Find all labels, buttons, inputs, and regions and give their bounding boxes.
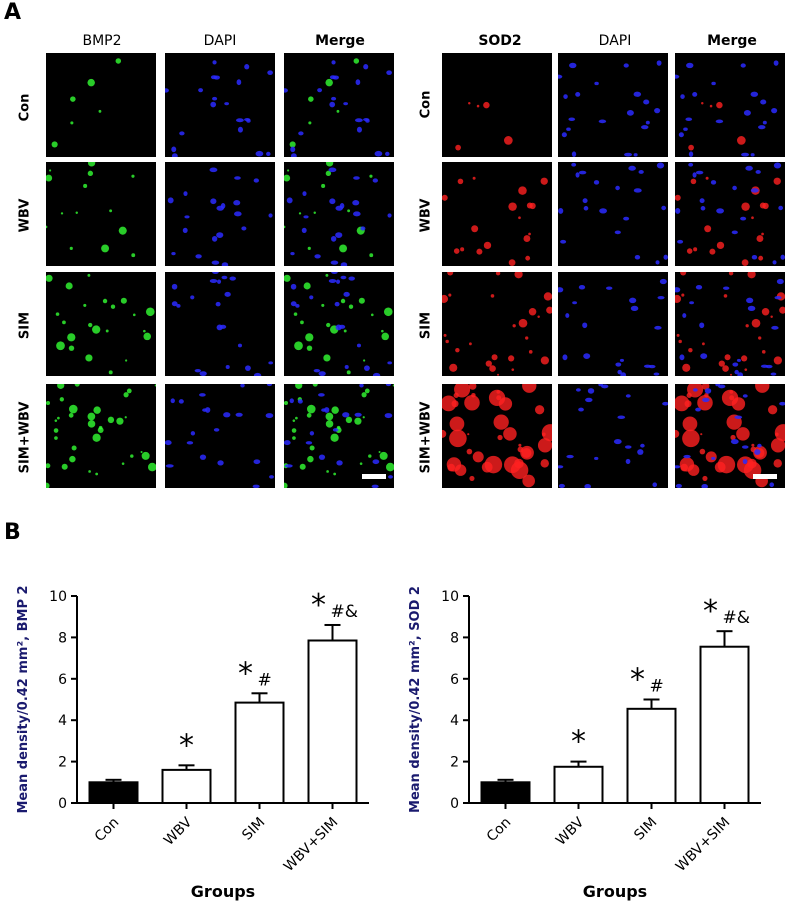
y-tick-label-10: 10 bbox=[49, 589, 67, 605]
bar-WBV bbox=[161, 768, 212, 805]
micrograph-bmp2-1-1 bbox=[165, 162, 275, 266]
y-axis-label: Mean density/0.42 mm², SOD 2 bbox=[408, 586, 423, 813]
row-label-simwbv-right: SIM+WBV bbox=[418, 401, 434, 474]
micrograph-bmp2-3-1 bbox=[165, 384, 275, 488]
micrograph-bmp2-2-0 bbox=[46, 272, 156, 376]
significance-star-WBV: * bbox=[179, 728, 194, 763]
scale-bar bbox=[362, 474, 386, 479]
y-axis-label: Mean density/0.42 mm², BMP 2 bbox=[16, 585, 31, 813]
micrograph-bmp2-0-1 bbox=[165, 53, 275, 157]
bar-SIM bbox=[234, 701, 285, 804]
micrograph-bmp2-1-0 bbox=[46, 162, 156, 266]
micrograph-bmp2-3-2 bbox=[284, 384, 394, 488]
micrograph-sod2-0-0 bbox=[442, 53, 552, 157]
significance-star-SIM: * bbox=[238, 656, 253, 691]
row-label-simwbv-left: SIM+WBV bbox=[17, 401, 33, 474]
micrograph-sod2-3-2 bbox=[675, 384, 785, 488]
micrograph-sod2-2-2 bbox=[675, 272, 785, 376]
panel-letter-b: B bbox=[4, 520, 21, 545]
micrograph-sod2-1-2 bbox=[675, 162, 785, 266]
x-tick-label-WBV: WBV bbox=[161, 814, 196, 849]
bar-SIM bbox=[626, 707, 677, 804]
micrograph-bmp2-2-1 bbox=[165, 272, 275, 376]
significance-star-WBV+SIM: * bbox=[703, 594, 718, 629]
micrograph-bmp2-1-2 bbox=[284, 162, 394, 266]
micrograph-sod2-1-0 bbox=[442, 162, 552, 266]
significance-marks-SIM: # bbox=[650, 677, 664, 697]
micrograph-sod2-3-0 bbox=[442, 384, 552, 488]
row-label-wbv-left: WBV bbox=[17, 198, 33, 233]
col-head-dapi-left: DAPI bbox=[203, 33, 237, 49]
x-tick-label-Con: Con bbox=[92, 815, 123, 846]
micrograph-bmp2-3-0 bbox=[46, 384, 156, 488]
col-head-sod2: SOD2 bbox=[478, 33, 522, 49]
x-tick-label-SIM: SIM bbox=[239, 815, 268, 844]
bar-chart-sod2: Mean density/0.42 mm², SOD 2 0 2 4 6 8 10 Con WB… bbox=[408, 586, 761, 901]
significance-marks-WBV+SIM: #& bbox=[331, 602, 359, 622]
y-tick-label-6: 6 bbox=[58, 672, 67, 688]
y-tick-label-2: 2 bbox=[450, 755, 459, 771]
bar-WBV bbox=[553, 765, 604, 804]
bar-WBV+SIM bbox=[699, 645, 750, 804]
row-label-con-right: Con bbox=[418, 90, 434, 119]
significance-marks-SIM: # bbox=[258, 670, 272, 690]
bar-WBV+SIM bbox=[307, 639, 358, 804]
y-tick-label-0: 0 bbox=[58, 796, 67, 812]
micrograph-bmp2-0-0 bbox=[46, 53, 156, 157]
micrograph-sod2-1-1 bbox=[558, 162, 668, 266]
significance-star-WBV+SIM: * bbox=[311, 588, 326, 623]
y-tick-label-6: 6 bbox=[450, 672, 459, 688]
y-tick-label-8: 8 bbox=[58, 630, 67, 646]
bar-Con bbox=[88, 781, 139, 805]
x-tick-label-WBV+SIM: WBV+SIM bbox=[281, 815, 341, 875]
micrograph-sod2-2-0 bbox=[442, 272, 552, 376]
col-head-bmp2: BMP2 bbox=[82, 33, 122, 49]
y-tick-label-2: 2 bbox=[58, 755, 67, 771]
significance-star-SIM: * bbox=[630, 663, 645, 698]
row-label-con-left: Con bbox=[17, 93, 33, 122]
x-axis-label: Groups bbox=[191, 882, 255, 901]
bar-chart-bmp2: Mean density/0.42 mm², BMP 2 0 2 4 6 8 10 Con WB… bbox=[16, 585, 369, 901]
micrograph-bmp2-0-2 bbox=[284, 53, 394, 157]
x-tick-label-WBV: WBV bbox=[553, 814, 588, 849]
micrograph-bmp2-2-2 bbox=[284, 272, 394, 376]
row-label-wbv-right: WBV bbox=[418, 198, 434, 233]
row-label-sim-right: SIM bbox=[418, 311, 434, 340]
x-tick-label-SIM: SIM bbox=[631, 815, 660, 844]
significance-marks-WBV+SIM: #& bbox=[723, 608, 751, 628]
micrograph-sod2-2-1 bbox=[558, 272, 668, 376]
col-head-dapi-right: DAPI bbox=[598, 33, 632, 49]
micrograph-sod2-3-1 bbox=[558, 384, 668, 488]
y-tick-label-4: 4 bbox=[58, 713, 67, 729]
x-tick-label-WBV+SIM: WBV+SIM bbox=[673, 815, 733, 875]
y-tick-label-10: 10 bbox=[441, 589, 459, 605]
micrograph-sod2-0-1 bbox=[558, 53, 668, 157]
y-tick-label-4: 4 bbox=[450, 713, 459, 729]
panel-letter-a: A bbox=[4, 0, 22, 25]
col-head-merge-left: Merge bbox=[315, 33, 365, 49]
y-tick-label-8: 8 bbox=[450, 630, 459, 646]
row-label-sim-left: SIM bbox=[17, 311, 33, 340]
y-tick-label-0: 0 bbox=[450, 796, 459, 812]
micrograph-sod2-0-2 bbox=[675, 53, 785, 157]
bar-Con bbox=[480, 781, 531, 805]
scale-bar bbox=[753, 474, 777, 479]
significance-star-WBV: * bbox=[571, 725, 586, 760]
x-axis-label: Groups bbox=[583, 882, 647, 901]
col-head-merge-right: Merge bbox=[707, 33, 757, 49]
x-tick-label-Con: Con bbox=[484, 815, 515, 846]
